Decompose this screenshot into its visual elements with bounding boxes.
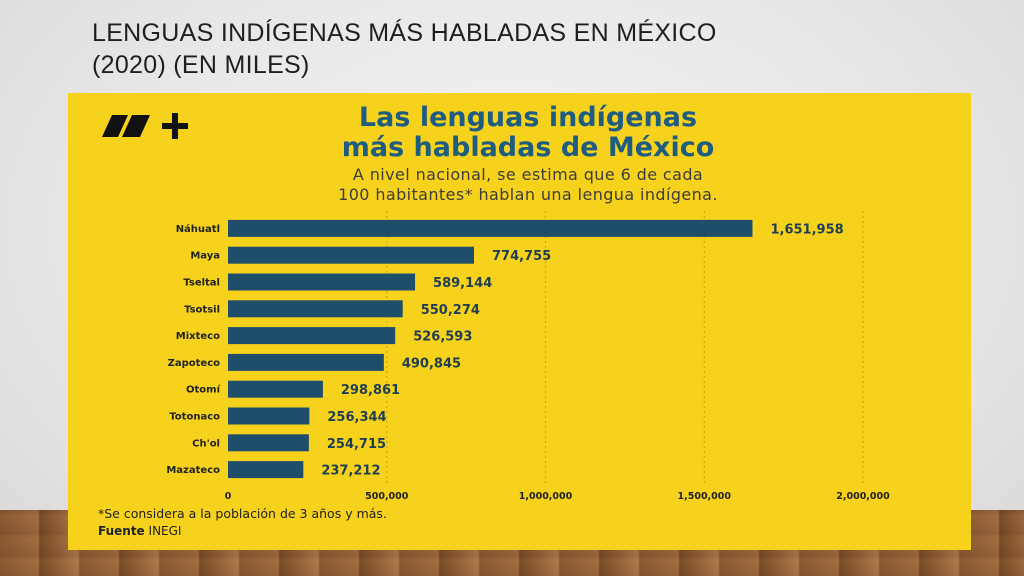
bar — [228, 246, 474, 264]
value-label: 1,651,958 — [770, 222, 843, 237]
infographic-panel: Las lenguas indígenas más habladas de Mé… — [68, 93, 971, 550]
category-label: Totonaco — [169, 412, 220, 423]
footnote: *Se considera a la población de 3 años y… — [98, 506, 387, 521]
category-label: Náhuatl — [176, 223, 220, 235]
infographic-subtitle-line2: 100 habitantes* hablan una lengua indíge… — [338, 185, 718, 204]
infographic-title-line1: Las lenguas indígenas — [358, 102, 698, 133]
slide-title-line1: LENGUAS INDÍGENAS MÁS HABLADAS EN MÉXICO — [92, 19, 717, 47]
category-label: Mixteco — [176, 331, 220, 342]
n-plus-logo — [102, 113, 188, 139]
x-tick-label: 1,000,000 — [519, 491, 573, 502]
category-label: Tseltal — [183, 278, 220, 289]
value-label: 254,715 — [327, 437, 386, 452]
value-label: 256,344 — [327, 410, 386, 425]
value-label: 550,274 — [421, 303, 480, 318]
infographic-title: Las lenguas indígenas más habladas de Mé… — [218, 103, 838, 163]
x-tick-label: 1,500,000 — [678, 491, 732, 502]
bar — [228, 380, 323, 398]
x-tick-label: 0 — [225, 491, 232, 502]
value-label: 490,845 — [402, 356, 461, 371]
infographic-subtitle-line1: A nivel nacional, se estima que 6 de cad… — [352, 165, 704, 184]
bar — [228, 461, 304, 479]
value-label: 298,861 — [341, 383, 400, 398]
infographic-subtitle: A nivel nacional, se estima que 6 de cad… — [198, 165, 858, 205]
bar — [228, 434, 309, 452]
x-tick-label: 2,000,000 — [836, 491, 890, 502]
slide-title-line2: (2020) (EN MILES) — [92, 51, 310, 79]
category-label: Maya — [190, 251, 220, 262]
bar — [228, 327, 396, 345]
source-line: Fuente INEGI — [98, 524, 498, 538]
category-label: Ch'ol — [192, 438, 220, 449]
infographic-title-line2: más habladas de México — [341, 132, 715, 163]
value-label: 237,212 — [321, 464, 380, 479]
bar — [228, 353, 384, 371]
category-label: Zapoteco — [168, 358, 221, 369]
bar — [228, 219, 753, 237]
value-label: 589,144 — [433, 276, 492, 291]
value-label: 526,593 — [413, 330, 472, 345]
category-label: Mazateco — [166, 465, 220, 476]
value-label: 774,755 — [492, 249, 551, 264]
slide-title: LENGUAS INDÍGENAS MÁS HABLADAS EN MÉXICO… — [92, 17, 912, 81]
bar — [228, 300, 403, 318]
source-value: INEGI — [148, 524, 182, 538]
bar-chart: Náhuatl 1,651,958 Maya 774,755 Tseltal 589,14… — [166, 211, 890, 502]
category-label: Otomí — [186, 384, 221, 396]
bar — [228, 273, 416, 291]
source-label: Fuente — [98, 524, 145, 538]
bar — [228, 407, 310, 425]
x-tick-label: 500,000 — [365, 491, 409, 502]
category-label: Tsotsil — [184, 304, 220, 315]
